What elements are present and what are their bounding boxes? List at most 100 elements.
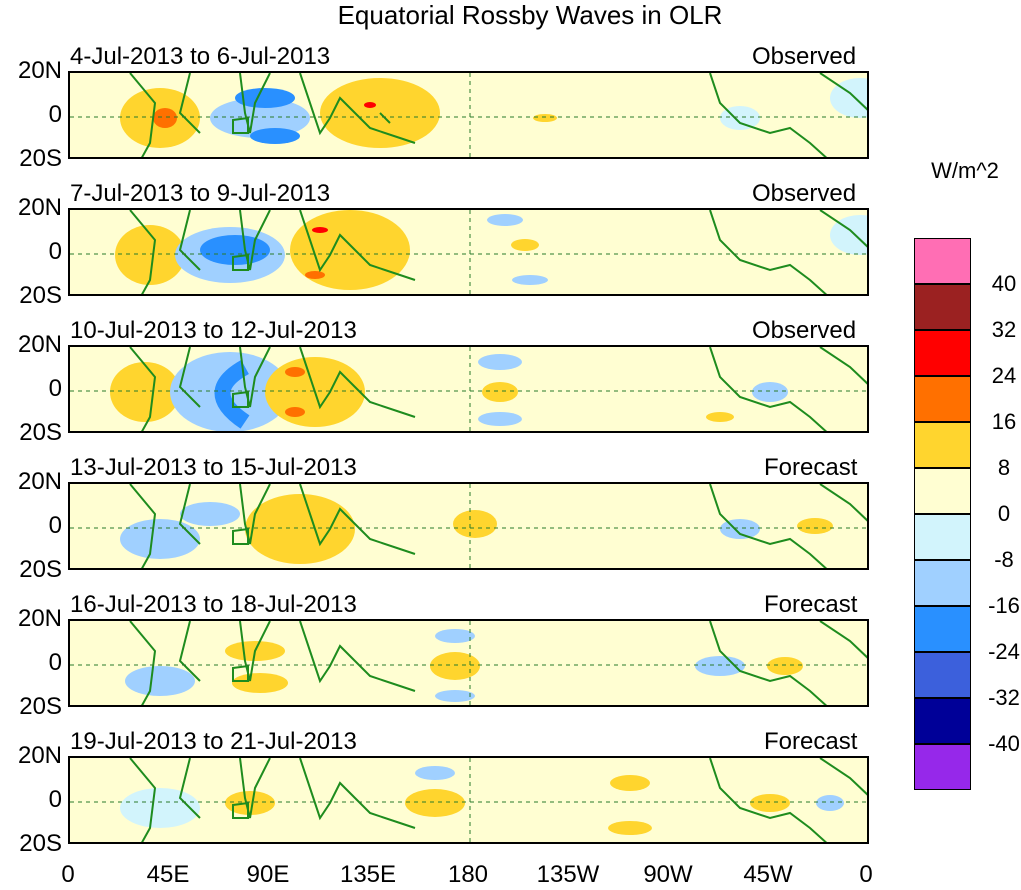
anomaly (250, 128, 300, 144)
panel-4-status: Forecast (764, 454, 858, 481)
anomaly (285, 367, 305, 377)
colorbar-label: 24 (991, 363, 1017, 388)
region-box (232, 801, 249, 819)
anomaly (405, 789, 465, 817)
panel-1-status: Observed (752, 43, 857, 70)
colorbar-box-purple (914, 744, 971, 790)
anomaly (290, 210, 410, 290)
colorbar-box-lightblue (914, 560, 971, 606)
anomaly (767, 657, 803, 675)
anomaly (430, 652, 480, 680)
y-label-20s: 20S (19, 145, 62, 172)
anomaly (706, 412, 734, 422)
anomaly (120, 788, 200, 828)
anomaly (125, 666, 195, 696)
panel-5-period: 16-Jul-2013 to 18-Jul-2013 (70, 591, 357, 618)
map-panel-1 (68, 71, 869, 159)
colorbar-label: 32 (991, 317, 1017, 342)
y-label-20n: 20N (17, 468, 62, 495)
panel-2-status: Observed (752, 180, 857, 207)
anomaly (453, 510, 497, 538)
anomaly (752, 382, 788, 402)
y-label-eq: 0 (48, 375, 62, 402)
anomaly (478, 412, 522, 426)
anomaly (435, 690, 475, 702)
x-label-45w: 45W (743, 861, 793, 888)
y-label-eq: 0 (48, 649, 62, 676)
y-label-20s: 20S (19, 419, 62, 446)
colorbar-box-navy (914, 698, 971, 744)
panel-6-status: Forecast (764, 728, 858, 755)
colorbar-label: 0 (997, 501, 1011, 526)
colorbar-box-blue (914, 606, 971, 652)
y-label-20s: 20S (19, 693, 62, 720)
anomaly (232, 673, 288, 693)
panel-5-status: Forecast (764, 591, 858, 618)
anomaly (120, 519, 200, 559)
panel-3-status: Observed (752, 317, 857, 344)
colorbar-box-darkred (914, 284, 971, 330)
anomaly (608, 821, 652, 835)
x-label-0-end: 0 (859, 861, 873, 888)
map-panel-6 (68, 756, 869, 844)
anomaly (235, 88, 295, 108)
y-label-20n: 20N (17, 194, 62, 221)
anomaly (210, 98, 310, 138)
anomaly (415, 766, 455, 780)
anomaly (512, 275, 548, 285)
colorbar-label: 40 (991, 271, 1017, 296)
colorbar-label: -8 (994, 547, 1014, 572)
colorbar-label: 16 (991, 409, 1017, 434)
panel-2-period: 7-Jul-2013 to 9-Jul-2013 (70, 180, 331, 207)
x-label-180: 180 (447, 861, 489, 888)
region-box (232, 390, 249, 408)
y-label-eq: 0 (48, 238, 62, 265)
x-label-135e: 135E (339, 861, 397, 888)
anomaly (830, 78, 867, 118)
coastline (129, 484, 867, 568)
colorbar-label: -32 (988, 685, 1020, 710)
anomaly (830, 215, 867, 255)
anomaly (285, 407, 305, 417)
y-label-20n: 20N (17, 57, 62, 84)
x-label-135w: 135W (536, 861, 600, 888)
panel-3-period: 10-Jul-2013 to 12-Jul-2013 (70, 317, 357, 344)
colorbar-box-orange (914, 376, 971, 422)
anomaly (478, 354, 522, 370)
map-panel-5 (68, 619, 869, 707)
x-label-0: 0 (61, 861, 75, 888)
anomaly (435, 629, 475, 643)
colorbar-label: 8 (997, 455, 1011, 480)
panel-4-period: 13-Jul-2013 to 15-Jul-2013 (70, 454, 357, 481)
x-label-90w: 90W (643, 861, 693, 888)
coastline (129, 210, 867, 294)
colorbar-label: -40 (988, 731, 1020, 756)
y-label-20s: 20S (19, 830, 62, 857)
anomaly (511, 239, 539, 251)
y-label-eq: 0 (48, 512, 62, 539)
coastline (129, 758, 867, 842)
colorbar-units: W/m^2 (931, 158, 999, 183)
colorbar-box-royalblue (914, 652, 971, 698)
region-box (232, 527, 249, 545)
region-box (232, 253, 249, 271)
coastline (129, 621, 867, 705)
anomaly (245, 494, 355, 564)
colorbar-box-yellow (914, 422, 971, 468)
colorbar-box-red (914, 330, 971, 376)
panel-1-period: 4-Jul-2013 to 6-Jul-2013 (70, 43, 331, 70)
anomaly (816, 795, 844, 811)
anomaly (153, 108, 177, 128)
colorbar-label: -24 (988, 639, 1020, 664)
anomaly (200, 235, 270, 265)
anomaly (180, 502, 240, 526)
anomaly (364, 102, 376, 108)
y-label-eq: 0 (48, 786, 62, 813)
y-label-20s: 20S (19, 282, 62, 309)
region-box (232, 664, 249, 682)
anomaly (695, 656, 745, 676)
anomaly (797, 518, 833, 534)
map-panel-3 (68, 345, 869, 433)
x-label-45e: 45E (146, 861, 190, 888)
anomaly (610, 775, 650, 791)
